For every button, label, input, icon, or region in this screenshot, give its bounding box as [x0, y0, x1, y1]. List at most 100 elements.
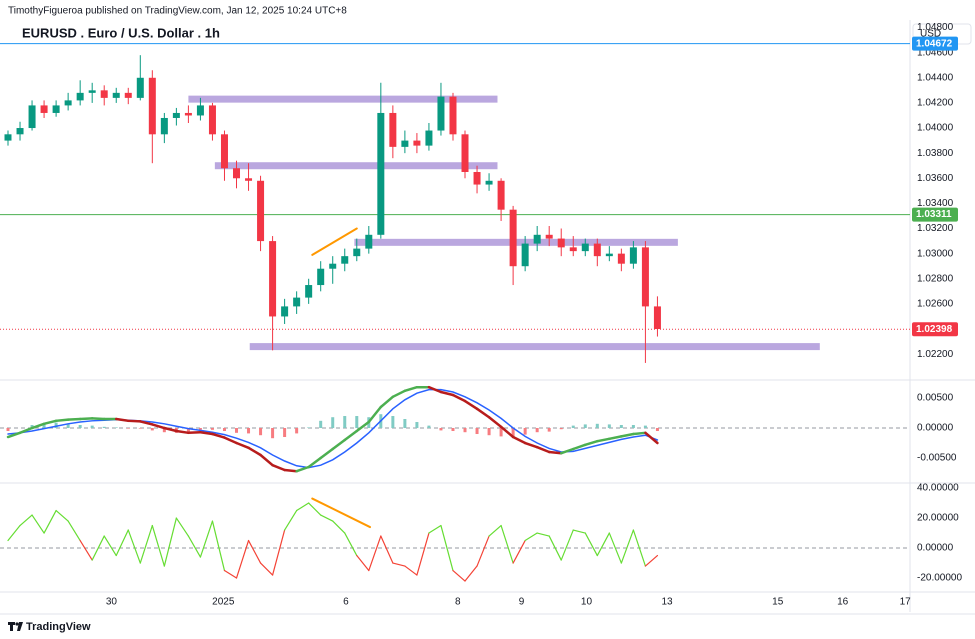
candle-body [208, 105, 216, 135]
macd-line [151, 423, 166, 430]
oscillator-line [536, 532, 550, 537]
macd-line [78, 417, 94, 421]
oscillator-line [103, 535, 117, 557]
candle-body [461, 134, 469, 172]
candle-body [269, 241, 277, 317]
candle-body [196, 105, 204, 116]
candle-body [172, 112, 180, 118]
histogram-bar [114, 427, 118, 429]
histogram-bar [210, 428, 214, 430]
candle-body [28, 105, 36, 129]
histogram-bar [475, 428, 479, 435]
x-tick-label: 15 [772, 597, 784, 608]
histogram-bar [631, 425, 635, 429]
macd-line [572, 443, 587, 451]
macd-line [355, 420, 371, 433]
histogram-bar [6, 428, 10, 432]
candle-body [233, 168, 241, 179]
candle-body [401, 140, 409, 147]
oscillator-line [488, 524, 502, 537]
candle-body [257, 180, 265, 242]
oscillator-line [151, 524, 165, 567]
candle-body [40, 105, 48, 113]
oscillator-line [548, 535, 562, 561]
candle-body [485, 180, 493, 185]
macd-line [211, 432, 226, 439]
macd-line [175, 429, 190, 435]
macd-line [535, 445, 551, 454]
candle-body [341, 256, 349, 264]
x-tick-label: 9 [519, 597, 525, 608]
oscillator-line [392, 562, 406, 567]
macd-line [6, 431, 22, 439]
histogram-bar [331, 417, 335, 429]
x-tick-label: 30 [106, 597, 118, 608]
oscillator-line [259, 562, 274, 576]
oscillator-line [560, 529, 574, 561]
oscillator-line [380, 535, 394, 564]
histogram-bar [307, 427, 311, 429]
histogram-bar [126, 428, 130, 429]
oscillator-line [271, 529, 286, 576]
candle-body [293, 297, 301, 307]
oscillator-line [416, 532, 430, 576]
x-tick-label: 13 [661, 597, 673, 608]
pane [0, 497, 910, 582]
histogram-bar [487, 428, 491, 436]
oscillator-line [632, 529, 647, 567]
macd-line [475, 407, 491, 419]
y-tick-label: 1.03800 [917, 148, 954, 159]
zone [214, 162, 498, 170]
logo-part [15, 622, 19, 626]
oscillator-line [163, 517, 177, 567]
x-tick-label: 6 [343, 597, 349, 608]
oscillator-line [440, 524, 454, 572]
oscillator-line [608, 532, 622, 564]
oscillator-line [308, 502, 322, 516]
oscillator-line [596, 532, 610, 557]
histogram-bar [30, 425, 34, 429]
candle-body [245, 178, 253, 181]
y-tick-label: 1.03000 [917, 248, 954, 259]
candle-body [136, 77, 144, 98]
candle-body [4, 134, 12, 141]
oscillator-line [223, 569, 238, 579]
histogram-bar [283, 428, 287, 438]
candle-body [521, 243, 529, 267]
macd-line [187, 430, 202, 435]
candle-body [64, 100, 72, 106]
oscillator-line [91, 535, 105, 561]
candle-body [425, 130, 433, 146]
histogram-bar [511, 428, 515, 438]
oscillator-line [43, 509, 57, 534]
y-tick-label: 20.00000 [917, 513, 959, 524]
candle-body [473, 171, 481, 185]
histogram-bar [102, 426, 106, 429]
histogram-bar [78, 425, 82, 429]
macd-line [608, 435, 623, 441]
oscillator-line [115, 529, 129, 557]
macd-line [42, 419, 58, 426]
oscillator-line [79, 539, 93, 561]
histogram-bar [235, 428, 239, 433]
macd-line [487, 415, 503, 429]
histogram-bar [198, 428, 202, 430]
macd-line [247, 446, 262, 457]
histogram-bar [427, 425, 431, 429]
histogram-bar [138, 428, 142, 429]
histogram-bar [259, 428, 263, 436]
y-tick-label: 0.00500 [917, 393, 954, 404]
candle-body [437, 96, 445, 131]
macd-line [295, 465, 310, 473]
y-tick-label: 1.03200 [917, 223, 954, 234]
macd-line [139, 420, 154, 426]
histogram-bar [415, 422, 419, 429]
oscillator-line [464, 565, 478, 582]
macd-line [439, 390, 455, 397]
oscillator-line [7, 524, 21, 542]
candle-body [329, 263, 337, 269]
macd-line [632, 431, 647, 436]
pane [0, 385, 910, 473]
